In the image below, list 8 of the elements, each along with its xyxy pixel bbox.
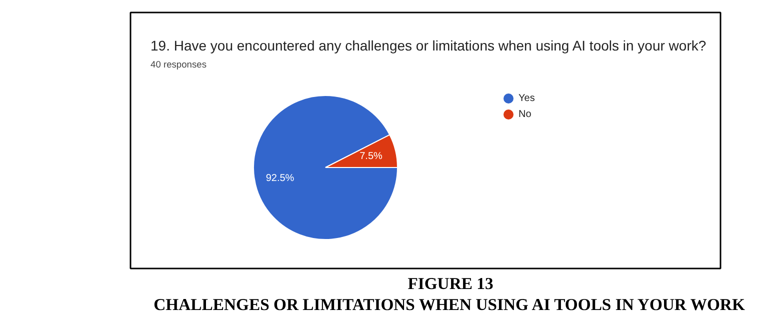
data-label: 7.5% [360, 151, 383, 162]
chart-title: 19. Have you encountered any challenges or limitations when using AI tools in your work? [150, 38, 706, 54]
legend-label: Yes [518, 93, 535, 104]
text: 40 responses [150, 60, 207, 70]
legend-label: No [518, 109, 532, 120]
caption: FIGURE 13 [408, 274, 494, 293]
text: CHALLENGES OR LIMITATIONS WHEN USING AI TOOLS IN YOUR WORK [154, 295, 745, 314]
data-label: 92.5% [266, 172, 294, 184]
